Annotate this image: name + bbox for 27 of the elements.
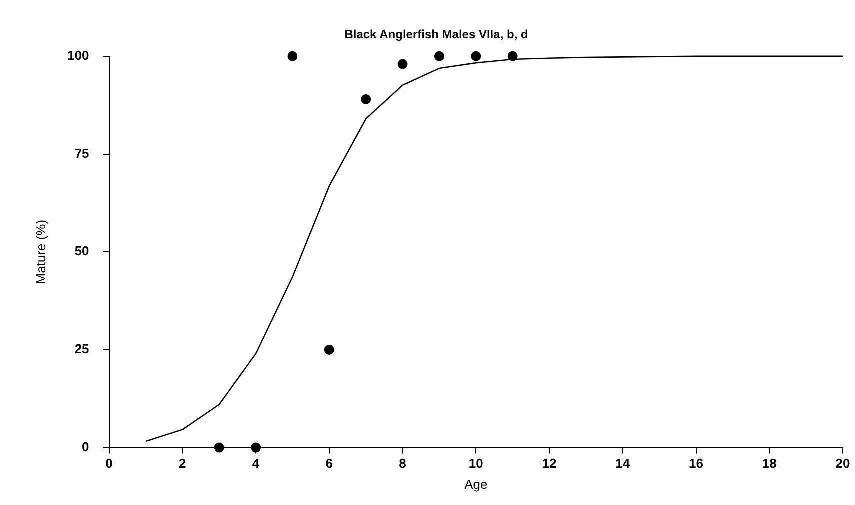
point	[398, 59, 408, 70]
x-tick-label: 4	[252, 456, 260, 472]
point	[288, 51, 298, 62]
y-tick-label: 0	[82, 439, 90, 454]
point	[324, 344, 334, 355]
x-tick-label: 16	[689, 456, 704, 472]
point	[361, 94, 372, 104]
x-tick-label: 20	[836, 456, 850, 472]
y-tick-label: 75	[74, 146, 90, 161]
x-tick-label: 12	[542, 456, 557, 472]
x-tick-label: 8	[399, 456, 406, 472]
y-tick-label: 50	[74, 244, 90, 259]
x-tick-label: 2	[179, 456, 186, 472]
point	[251, 442, 262, 453]
x-axis-title: Age	[464, 476, 488, 492]
x-tick-label: 0	[106, 456, 113, 472]
point	[214, 442, 224, 453]
y-axis-title: Mature (%)	[33, 220, 48, 284]
point	[434, 51, 444, 62]
y-tick-label: 100	[68, 48, 90, 63]
x-tick-label: 6	[326, 456, 334, 472]
x-tick-label: 14	[616, 456, 631, 472]
chart-title: Black Anglerfish Males VIIa, b, d	[344, 28, 528, 42]
x-tick-label: 10	[468, 456, 484, 472]
y-tick-label: 25	[74, 342, 90, 357]
x-tick-label: 18	[762, 456, 777, 472]
point	[471, 51, 482, 62]
